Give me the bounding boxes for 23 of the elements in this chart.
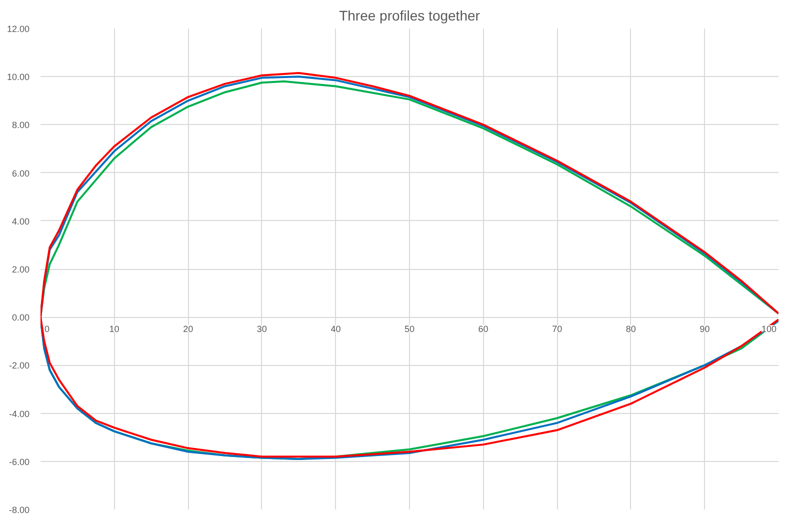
x-tick-label: 10 <box>109 324 120 334</box>
x-tick-label: 100 <box>761 324 777 334</box>
x-tick-label: 40 <box>330 324 341 334</box>
x-tick-label: 20 <box>183 324 194 334</box>
x-tick-label: 0 <box>44 324 50 334</box>
y-tick-label: 0.00 <box>12 312 30 323</box>
y-tick-label: 10.00 <box>6 72 30 82</box>
y-tick-label: 12.00 <box>6 24 30 34</box>
y-tick-label: -2.00 <box>8 360 30 371</box>
chart-title: Three profiles together <box>339 8 480 24</box>
y-tick-label: 8.00 <box>12 120 30 130</box>
x-tick-label: 50 <box>404 324 415 334</box>
y-tick-label: -8.00 <box>8 505 30 515</box>
y-tick-label: -6.00 <box>8 456 30 467</box>
y-tick-label: -4.00 <box>8 408 30 419</box>
x-tick-label: 80 <box>626 324 636 334</box>
y-tick-label: 4.00 <box>12 216 30 226</box>
y-tick-label: 2.00 <box>12 264 30 274</box>
x-tick-label: 70 <box>552 324 562 334</box>
x-tick-label: 60 <box>478 324 488 334</box>
x-tick-label: 30 <box>256 324 267 334</box>
y-tick-label: 6.00 <box>12 168 30 178</box>
x-tick-label: 90 <box>700 324 710 334</box>
